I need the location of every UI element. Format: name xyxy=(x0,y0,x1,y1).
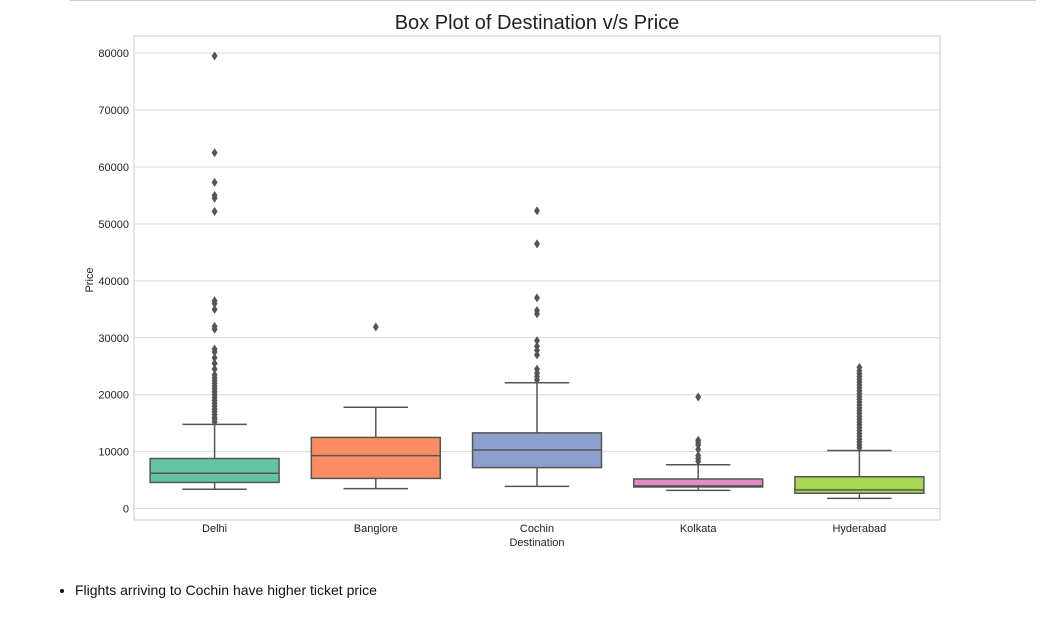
note-item: Flights arriving to Cochin have higher t… xyxy=(75,580,377,600)
outlier-point xyxy=(534,206,540,216)
page-divider xyxy=(70,0,1036,1)
outlier-point xyxy=(695,444,702,454)
outlier-point xyxy=(211,321,218,331)
notes-list: Flights arriving to Cochin have higher t… xyxy=(55,580,377,600)
outlier-point xyxy=(372,322,379,332)
outlier-point xyxy=(534,239,540,249)
outlier-point xyxy=(211,206,218,216)
box-banglore xyxy=(310,322,442,490)
boxes xyxy=(149,51,925,500)
box-body xyxy=(149,457,280,484)
y-tick-label: 20000 xyxy=(98,390,129,402)
x-tick-label: Hyderabad xyxy=(832,523,886,535)
gridlines xyxy=(134,52,940,510)
y-axis-label: Price xyxy=(84,267,96,292)
x-tick-label: Delhi xyxy=(202,523,227,535)
outlier-point xyxy=(211,148,218,158)
box-body xyxy=(632,478,764,488)
y-tick-label: 30000 xyxy=(98,333,129,345)
outlier-point xyxy=(534,350,540,360)
chart-title: Box Plot of Destination v/s Price xyxy=(395,12,680,34)
box-plot-chart: Box Plot of Destination v/s Price 0 10000… xyxy=(84,12,941,549)
y-tick-label: 70000 xyxy=(98,105,129,117)
y-tick-labels: 0 10000 20000 30000 40000 50000 60000 70000 8000… xyxy=(98,48,129,516)
outlier-point xyxy=(534,293,540,303)
y-tick-label: 40000 xyxy=(98,276,129,288)
outlier-point xyxy=(211,364,218,374)
outlier-point xyxy=(695,435,702,445)
x-tick-label: Banglore xyxy=(354,523,398,535)
outlier-point xyxy=(695,392,702,402)
outlier-point xyxy=(211,358,218,368)
outlier-point xyxy=(856,362,863,372)
outlier-point xyxy=(534,336,540,346)
box-kolkata xyxy=(632,392,764,492)
box-body xyxy=(310,436,442,480)
outlier-point xyxy=(211,296,218,306)
outlier-point xyxy=(211,353,218,363)
y-tick-label: 0 xyxy=(123,504,129,516)
box-body xyxy=(794,475,925,494)
outlier-point xyxy=(211,304,218,314)
outlier-point xyxy=(211,344,218,354)
x-tick-label: Cochin xyxy=(520,523,554,535)
y-tick-label: 80000 xyxy=(98,48,129,60)
box-delhi xyxy=(149,51,280,491)
y-tick-label: 50000 xyxy=(98,219,129,231)
outlier-point xyxy=(534,364,540,374)
outlier-point xyxy=(534,305,540,315)
outlier-point xyxy=(211,177,218,187)
x-axis-label: Destination xyxy=(509,537,564,549)
outlier-point xyxy=(534,341,540,351)
box-cochin xyxy=(471,206,603,488)
outlier-point xyxy=(211,370,218,380)
y-tick-label: 60000 xyxy=(98,162,129,174)
outlier-point xyxy=(695,451,702,461)
y-tick-label: 10000 xyxy=(98,447,129,459)
x-tick-labels: Delhi Banglore Cochin Kolkata Hyderabad xyxy=(202,523,886,535)
box-hyderabad xyxy=(794,362,925,500)
outlier-point xyxy=(211,190,218,200)
x-tick-label: Kolkata xyxy=(680,523,718,535)
outlier-point xyxy=(211,51,218,61)
